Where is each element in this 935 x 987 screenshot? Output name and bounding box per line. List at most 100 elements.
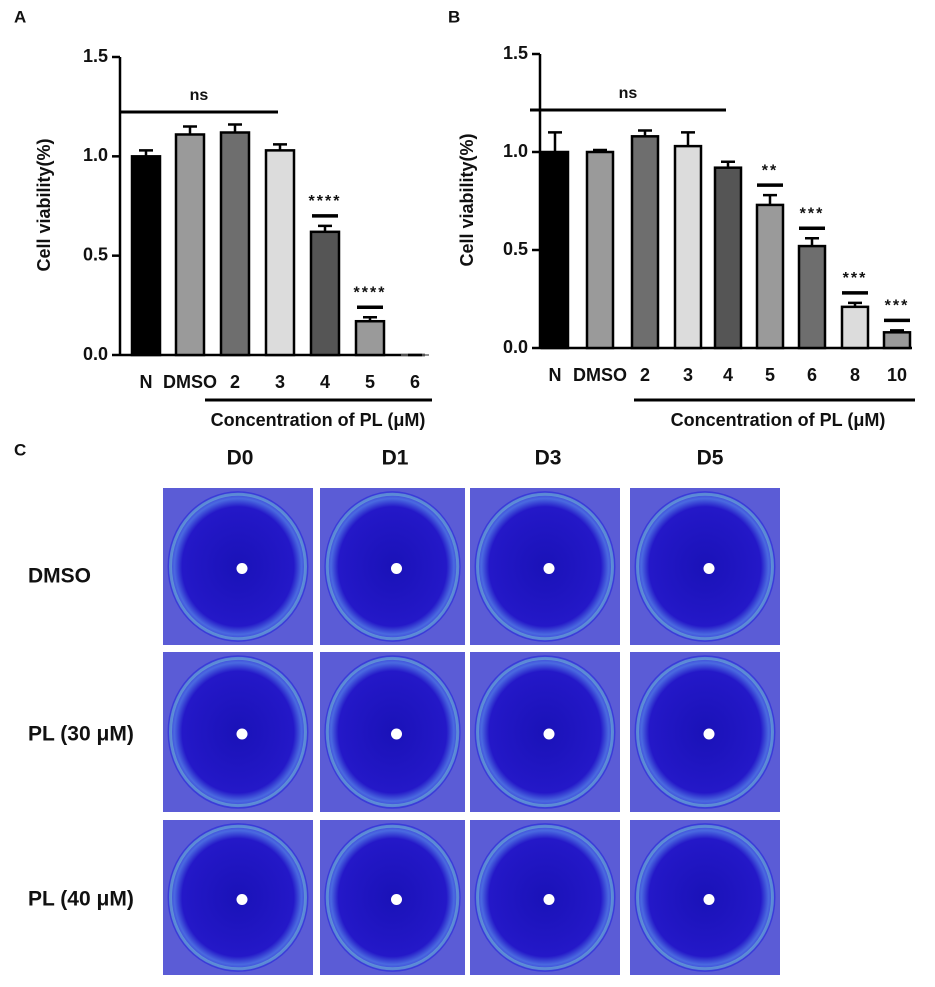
bar [219, 131, 251, 357]
error-bar [363, 316, 377, 322]
eye-rim [476, 824, 614, 971]
error-bar [593, 148, 607, 152]
bar [630, 135, 660, 350]
error-bar [681, 131, 695, 147]
eye-rim [476, 656, 614, 808]
column-label: D1 [382, 447, 409, 470]
y-tick-label: 0.0 [83, 344, 108, 364]
y-axis-title: Cell viability(%) [34, 138, 54, 271]
error-bar [183, 125, 197, 135]
column-label: D5 [697, 447, 724, 470]
eye-rim [636, 492, 774, 641]
bar [882, 331, 912, 350]
row-label: PL (30 μM) [28, 723, 134, 746]
error-bar [763, 193, 777, 205]
bar [673, 144, 703, 350]
y-axis-title: Cell viability(%) [457, 133, 477, 266]
eye-reflection [703, 894, 715, 905]
y-tick-label: 1.5 [503, 43, 528, 63]
row-label: PL (40 μM) [28, 888, 134, 911]
eye-reflection [543, 563, 555, 574]
bar [840, 305, 870, 350]
error-bar [139, 149, 153, 157]
eye-rim [636, 656, 774, 808]
x-axis-title: Concentration of PL (μM) [671, 410, 886, 430]
ns-label: ns [619, 85, 638, 102]
error-bar [228, 123, 242, 133]
eye-reflection [236, 563, 248, 574]
eye-rim [636, 824, 774, 971]
significance-label: **** [309, 193, 342, 210]
error-bar [721, 160, 735, 168]
eye-rim [169, 824, 307, 971]
ns-label: ns [190, 87, 209, 104]
y-tick-label: 1.0 [503, 141, 528, 161]
bar [755, 203, 785, 350]
x-tick-label: 4 [320, 372, 330, 392]
panel-label: A [14, 7, 26, 26]
x-tick-label: N [549, 365, 562, 385]
x-tick-label: 2 [230, 372, 240, 392]
error-bar [638, 129, 652, 137]
significance-label: *** [843, 270, 868, 287]
bar [797, 244, 827, 350]
eye-reflection [391, 894, 402, 905]
error-bar [848, 301, 862, 307]
x-tick-label: 4 [723, 365, 733, 385]
eye-reflection [236, 894, 248, 905]
eye-reflection [236, 728, 248, 740]
x-axis-title: Concentration of PL (μM) [211, 410, 426, 430]
eye-reflection [703, 563, 715, 574]
y-tick-label: 0.0 [503, 337, 528, 357]
eye-rim [476, 492, 614, 641]
x-tick-label: 3 [683, 365, 693, 385]
y-tick-label: 0.5 [83, 244, 108, 264]
bar [130, 155, 162, 357]
x-tick-label: 5 [365, 372, 375, 392]
error-bar [805, 236, 819, 247]
eye-rim [169, 656, 307, 808]
y-tick-label: 1.0 [83, 145, 108, 165]
x-tick-label: 5 [765, 365, 775, 385]
column-label: D0 [227, 447, 254, 470]
x-tick-label: DMSO [163, 372, 217, 392]
bar [174, 133, 206, 357]
y-tick-label: 1.5 [83, 46, 108, 66]
error-bar [273, 143, 287, 151]
column-label: D3 [535, 447, 562, 470]
error-bar [890, 329, 904, 333]
eye-reflection [391, 728, 402, 740]
x-tick-label: 6 [410, 372, 420, 392]
eye-reflection [703, 728, 715, 740]
y-tick-label: 0.5 [503, 239, 528, 259]
significance-label: ** [762, 162, 778, 179]
x-tick-label: 3 [275, 372, 285, 392]
bar [585, 150, 615, 350]
error-bar [548, 131, 562, 152]
row-label: DMSO [28, 565, 91, 588]
eye-reflection [543, 894, 555, 905]
eye-reflection [391, 563, 402, 574]
x-tick-label: DMSO [573, 365, 627, 385]
significance-label: **** [354, 284, 387, 301]
bar [354, 319, 386, 357]
eye-rim [169, 492, 307, 641]
x-tick-label: 8 [850, 365, 860, 385]
x-tick-label: 6 [807, 365, 817, 385]
eye-rim [325, 824, 460, 971]
bar [713, 166, 743, 350]
bar [540, 150, 570, 350]
bar [309, 230, 341, 357]
error-bar [318, 224, 332, 232]
eye-rim [325, 656, 460, 808]
eye-rim [325, 492, 460, 641]
significance-label: *** [800, 205, 825, 222]
eye-reflection [543, 728, 555, 740]
x-tick-label: 2 [640, 365, 650, 385]
bar [264, 149, 296, 357]
significance-label: *** [885, 298, 910, 315]
x-tick-label: N [140, 372, 153, 392]
panel-label: B [448, 7, 460, 26]
